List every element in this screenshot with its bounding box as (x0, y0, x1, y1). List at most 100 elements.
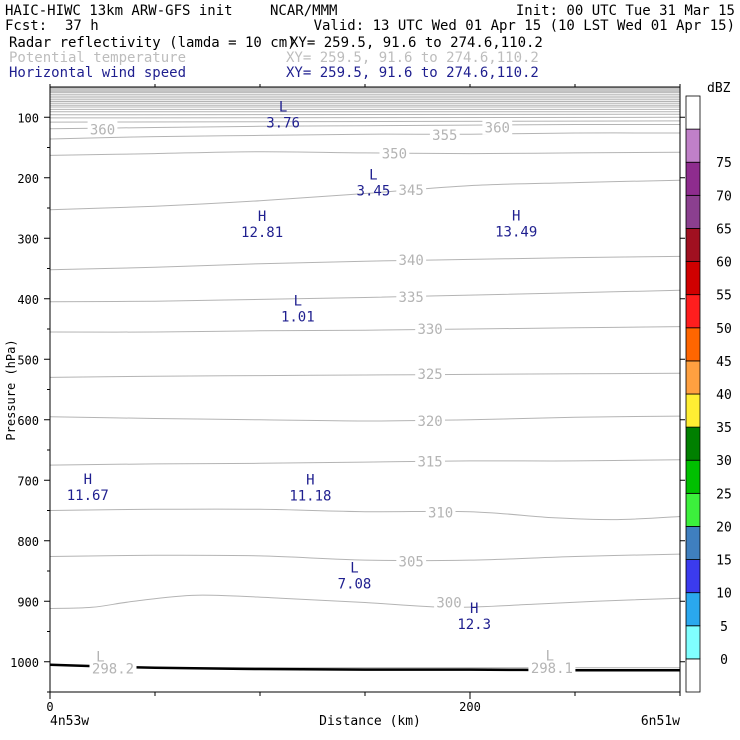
colorbar-cell (685, 459, 701, 494)
field-reflectivity-name: Radar reflectivity (lamda = 10 cm) (9, 35, 296, 51)
y-tick-label: 800 (17, 535, 39, 549)
y-tick-label: 100 (17, 111, 39, 125)
theta-extremum-mark: L (96, 649, 104, 665)
wind-extremum-mark: H (258, 209, 266, 225)
colorbar-level: 75 (716, 156, 732, 171)
theta-label-bg (396, 181, 427, 197)
field-theta-xy: XY= 259.5, 91.6 to 274.6,110.2 (286, 50, 539, 66)
theta-label-bg (528, 659, 576, 675)
theta-contour-315 (49, 459, 681, 466)
header-model: HAIC-HIWC 13km ARW-GFS init (5, 3, 233, 19)
colorbar-level: 70 (716, 189, 732, 204)
theta-contour-320 (49, 415, 681, 422)
theta-contour-360 (49, 123, 681, 130)
theta-label-bg (89, 660, 137, 676)
colorbar-cell (685, 95, 701, 130)
x-tick-label: 200 (459, 700, 481, 714)
field-reflectivity-xy: XY= 259.5, 91.6 to 274.6,110.2 (290, 35, 543, 51)
header-org: NCAR/MMM (270, 3, 337, 19)
theta-label-bg (429, 126, 460, 142)
wind-extremum-mark: L (350, 560, 358, 576)
theta-contour-335 (49, 289, 681, 303)
wind-extrema: L3.76L3.45H12.81H13.49L1.01H11.67H11.18L… (67, 99, 538, 633)
theta-label: 360 (90, 122, 115, 138)
colorbar-cell (685, 161, 701, 196)
theta-label: 345 (399, 183, 424, 199)
header-fcst-value: 37 h (65, 18, 99, 34)
colorbar-unit: dBZ (707, 81, 731, 96)
y-tick-label: 600 (17, 414, 39, 428)
field-wind-name: Horizontal wind speed (9, 65, 186, 81)
theta-label-bg (415, 365, 445, 381)
theta-extremum-mark: L (546, 649, 554, 665)
theta-contour-345 (49, 179, 681, 211)
theta-label: 325 (417, 367, 442, 383)
theta-label: 360 (485, 121, 510, 137)
colorbar-cell (685, 393, 701, 428)
wind-extremum-mark: H (512, 208, 520, 224)
wind-extremum-mark: L (279, 99, 287, 115)
colorbar-cell (685, 592, 701, 627)
colorbar-level: 60 (716, 256, 732, 271)
wind-extremum-value: 1.01 (281, 310, 315, 326)
y-axis-ticks: 100 200 300 400 500 600 700 800 900 1000 (10, 111, 685, 693)
colorbar: 0 5 10 15 20 25 30 35 40 45 50 55 60 65 70 75 (685, 95, 732, 693)
colorbar-cell (685, 658, 701, 693)
theta-label: 305 (399, 554, 424, 570)
theta-contour-310 (49, 508, 681, 521)
colorbar-cell (685, 194, 701, 229)
wind-extremum-value: 3.76 (266, 115, 300, 131)
y-tick-label: 500 (17, 353, 39, 367)
theta-label-bg (396, 252, 427, 268)
theta-label: 350 (382, 147, 407, 163)
theta-label: 298.1 (531, 661, 573, 677)
header-init: Init: 00 UTC Tue 31 Mar 15 (516, 3, 735, 19)
theta-contour-370 (49, 116, 681, 119)
colorbar-level: 55 (716, 289, 732, 304)
theta-label-bg (425, 504, 456, 520)
theta-label-bg (482, 119, 513, 135)
colorbar-cell (685, 492, 701, 527)
wind-extremum-value: 11.67 (67, 488, 109, 504)
colorbar-level: 5 (720, 620, 728, 635)
theta-label: 355 (432, 128, 457, 144)
colorbar-cell (685, 228, 701, 262)
theta-label-bg (396, 288, 427, 304)
colorbar-cell (685, 360, 701, 395)
theta-label: 330 (417, 322, 442, 338)
colorbar-cell (685, 327, 701, 362)
wind-extremum-value: 13.49 (495, 224, 537, 240)
theta-contour-375 (49, 113, 681, 116)
colorbar-level: 30 (716, 454, 732, 469)
theta-contour-365 (49, 120, 681, 123)
theta-contour-305 (49, 553, 681, 562)
colorbar-cell (685, 261, 701, 296)
wind-extremum-mark: H (470, 601, 478, 617)
wind-extremum-mark: L (369, 168, 377, 184)
wind-extremum-value: 12.81 (241, 225, 283, 241)
wind-extremum-value: 11.18 (289, 489, 331, 505)
colorbar-cell (685, 426, 701, 461)
theta-label: 298.2 (92, 661, 134, 677)
y-tick-label: 1000 (10, 656, 39, 670)
field-theta-name: Potential temperature (9, 50, 186, 66)
colorbar-cell (685, 128, 701, 163)
theta-contour-355 (49, 132, 681, 140)
y-tick-label: 200 (17, 172, 39, 186)
theta-label-bg (415, 453, 445, 469)
theta-label: 310 (428, 505, 453, 521)
colorbar-level: 35 (716, 421, 732, 436)
theta-label-bg (434, 594, 464, 610)
wind-extremum-mark: H (84, 472, 92, 488)
colorbar-cell (685, 559, 701, 594)
y-tick-label: 300 (17, 232, 39, 246)
colorbar-cell (685, 294, 701, 329)
wind-extremum-mark: H (306, 473, 314, 489)
colorbar-level: 15 (716, 554, 732, 569)
y-axis-title: Pressure (hPa) (4, 339, 18, 440)
theta-contour-330 (49, 326, 681, 333)
terrain-fill (50, 664, 680, 692)
theta-label: 335 (399, 290, 424, 306)
theta-label: 340 (399, 253, 424, 269)
